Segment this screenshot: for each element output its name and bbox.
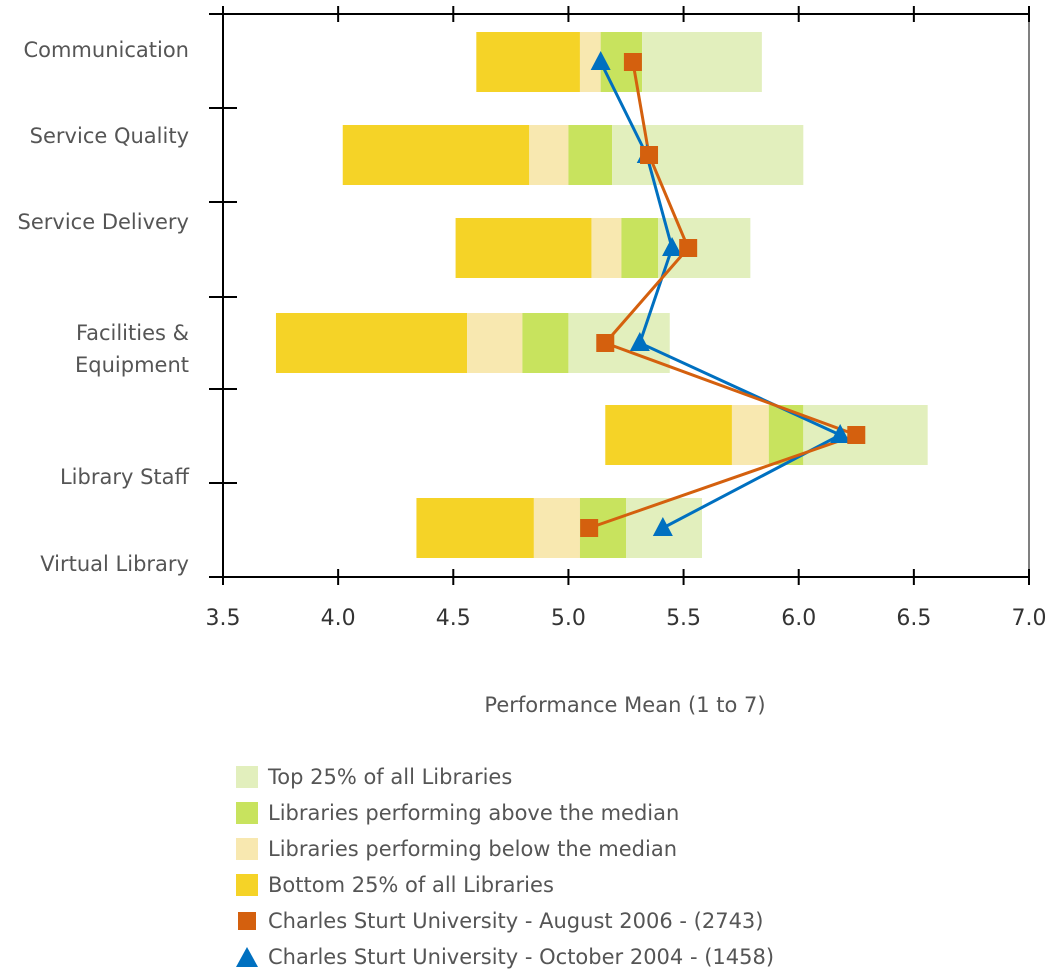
category-label-4: Library Staff — [60, 465, 190, 489]
bar-band-1-1 — [529, 125, 569, 185]
bar-band-2-3 — [522, 313, 569, 373]
category-label-0: Communication — [23, 38, 189, 62]
bar-band-0-0 — [476, 32, 580, 92]
legend-item-csu-2006: Charles Sturt University - August 2006 -… — [236, 903, 774, 939]
series-point-triangle-4 — [830, 424, 851, 443]
bar-band-0-3 — [275, 313, 468, 373]
legend-item-below-median: Libraries performing below the median — [236, 831, 774, 867]
series-line-0 — [588, 61, 861, 530]
category-label-2: Service Delivery — [18, 210, 189, 234]
chart: 3.5 4.0 4.5 5.0 5.5 6.0 6.5 7.0 Communication Ser… — [18, 6, 1047, 717]
legend-swatch-below-median — [236, 838, 258, 860]
bar-band-1-2 — [591, 218, 622, 278]
x-tick-label-0: 3.5 — [206, 606, 241, 631]
x-axis-title: Performance Mean (1 to 7) — [484, 693, 765, 717]
x-tick-label-6: 6.5 — [896, 606, 931, 631]
series-point-square-1 — [640, 146, 659, 164]
legend: Top 25% of all Libraries Libraries perfo… — [236, 759, 774, 975]
bar-band-1-4 — [731, 405, 769, 465]
bar-band-0-2 — [455, 218, 592, 278]
x-tick-label-1: 4.0 — [321, 606, 356, 631]
legend-item-csu-2004: Charles Sturt University - October 2004 … — [236, 939, 774, 975]
bar-band-2-1 — [568, 125, 613, 185]
series-point-triangle-5 — [652, 517, 673, 536]
legend-item-top-25: Top 25% of all Libraries — [236, 759, 774, 795]
legend-label-top-25: Top 25% of all Libraries — [268, 765, 513, 789]
x-tick-label-5: 6.0 — [781, 606, 816, 631]
category-label-3-0: Facilities & — [76, 321, 189, 345]
x-tick-label-4: 5.5 — [666, 606, 701, 631]
bar-band-1-3 — [467, 313, 523, 373]
x-tick-label-7: 7.0 — [1012, 606, 1047, 631]
legend-swatch-above-median — [236, 802, 258, 824]
legend-label-bottom-25: Bottom 25% of all Libraries — [268, 873, 554, 897]
series-point-square-3 — [596, 334, 615, 352]
bar-band-2-2 — [621, 218, 659, 278]
category-label-5: Virtual Library — [40, 552, 189, 576]
x-tick-label-2: 4.5 — [436, 606, 471, 631]
bar-band-3-4 — [803, 405, 928, 465]
series-point-square-5 — [580, 519, 599, 537]
legend-label-csu-2004: Charles Sturt University - October 2004 … — [268, 945, 775, 969]
legend-item-above-median: Libraries performing above the median — [236, 795, 774, 831]
x-tick-label-3: 5.0 — [551, 606, 586, 631]
series-point-triangle-3 — [629, 332, 650, 351]
category-label-1: Service Quality — [30, 124, 189, 148]
bar-band-3-0 — [642, 32, 762, 92]
series-point-square-2 — [679, 239, 698, 257]
legend-label-csu-2006: Charles Sturt University - August 2006 -… — [268, 909, 764, 933]
axis-layer: 3.5 4.0 4.5 5.0 5.5 6.0 6.5 7.0 Communication Ser… — [18, 6, 1047, 631]
bar-band-3-3 — [568, 313, 670, 373]
series-point-square-0 — [623, 53, 642, 71]
bar-band-0-5 — [416, 498, 534, 558]
bar-band-0-4 — [605, 405, 732, 465]
lines-layer — [580, 51, 866, 537]
category-label-3-1: Equipment — [75, 353, 189, 377]
legend-swatch-bottom-25 — [236, 874, 258, 896]
legend-label-above-median: Libraries performing above the median — [268, 801, 680, 825]
bar-band-1-5 — [533, 498, 580, 558]
square-marker-icon — [238, 912, 256, 930]
series-point-triangle-0 — [590, 51, 611, 70]
series-point-triangle-2 — [662, 237, 683, 256]
legend-item-bottom-25: Bottom 25% of all Libraries — [236, 867, 774, 903]
legend-swatch-top-25 — [236, 766, 258, 788]
bar-band-1-0 — [579, 32, 601, 92]
bands-layer — [275, 32, 928, 558]
series-point-square-4 — [847, 426, 866, 444]
bar-band-0-1 — [342, 125, 530, 185]
legend-label-below-median: Libraries performing below the median — [268, 837, 678, 861]
triangle-marker-icon — [236, 947, 258, 967]
